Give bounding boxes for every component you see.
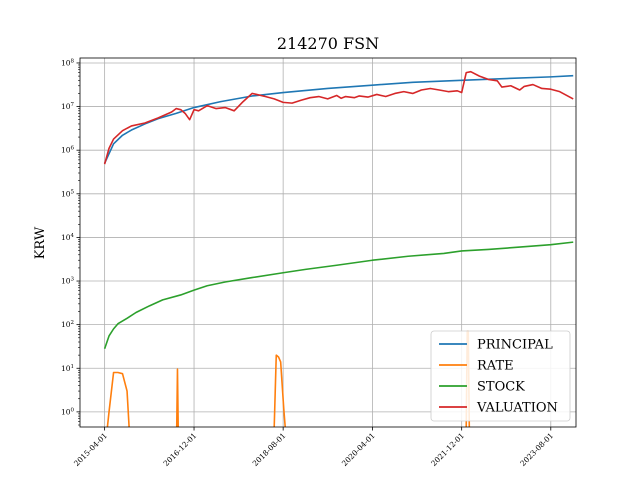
x-tick-label: 2016-12-01 — [162, 431, 199, 468]
chart-title: 214270 FSN — [277, 34, 379, 53]
y-tick-label: 108 — [61, 58, 75, 67]
y-tick-label: 107 — [61, 102, 75, 111]
x-tick-label: 2018-08-01 — [251, 431, 288, 468]
y-tick-exponent: 8 — [71, 58, 75, 64]
x-tick-label: 2023-08-01 — [518, 431, 555, 468]
series-line-rate — [106, 371, 130, 428]
y-tick-exponent: 6 — [71, 146, 75, 152]
series-line-principal — [103, 74, 574, 164]
legend-entry: STOCK — [477, 380, 525, 395]
y-tick-label: 102 — [61, 320, 74, 329]
y-tick-label: 105 — [61, 189, 75, 198]
y-tick-exponent: 1 — [71, 364, 75, 370]
series-line-rate — [175, 368, 179, 428]
y-tick-exponent: 5 — [71, 189, 75, 195]
y-tick-label: 104 — [61, 233, 75, 242]
x-tick-label: 2015-04-01 — [72, 431, 109, 468]
series-layer — [103, 70, 574, 428]
y-tick-label: 106 — [61, 146, 75, 155]
legend-entry: RATE — [477, 359, 514, 374]
series-line-rate — [273, 354, 286, 428]
series-line-stock — [103, 241, 574, 350]
y-tick-label: 101 — [61, 364, 74, 373]
y-tick-exponent: 3 — [71, 277, 75, 283]
legend: PRINCIPAL RATE STOCK VALUATION — [430, 330, 571, 422]
x-tick-label: 2021-12-01 — [429, 431, 466, 468]
y-tick-exponent: 0 — [71, 407, 75, 413]
y-tick-exponent: 4 — [71, 233, 75, 239]
x-axis: 2015-04-01 2016-12-01 2018-08-01 2020-04-01… — [72, 427, 555, 468]
x-tick-label: 2020-04-01 — [340, 431, 377, 468]
y-tick-label: 100 — [61, 407, 75, 416]
y-tick-exponent: 2 — [71, 320, 75, 326]
legend-box — [430, 330, 571, 422]
series-line-valuation — [103, 70, 574, 165]
legend-entry: VALUATION — [476, 401, 558, 416]
y-tick-label: 103 — [61, 277, 75, 286]
plot-frame — [79, 57, 577, 428]
legend-entry: PRINCIPAL — [477, 338, 553, 353]
y-axis-label: KRW — [33, 226, 48, 259]
y-tick-exponent: 7 — [71, 102, 75, 108]
